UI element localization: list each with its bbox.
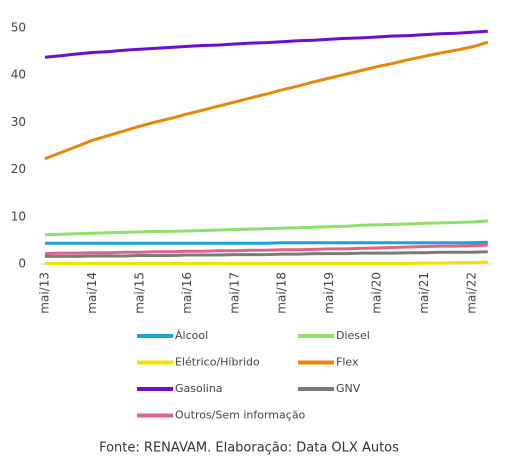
series-line <box>45 250 488 258</box>
y-tick-label: 0 <box>18 257 26 271</box>
x-tick-label: mai/13 <box>38 272 52 314</box>
y-tick-label: 30 <box>11 115 26 129</box>
series-line <box>44 29 488 59</box>
series-line <box>45 240 488 245</box>
series-line <box>44 243 488 256</box>
x-tick-label: mai/19 <box>322 272 336 314</box>
x-tick-label: mai/16 <box>180 272 194 314</box>
legend-label: Diesel <box>336 329 370 342</box>
series-line <box>44 40 489 161</box>
x-tick-label: mai/18 <box>275 272 289 314</box>
x-tick-label: mai/21 <box>417 272 431 314</box>
x-tick-label: mai/20 <box>370 272 384 314</box>
x-tick-label: mai/22 <box>465 272 479 314</box>
source: Fonte: RENAVAM. Elaboração: Data OLX Aut… <box>99 441 399 456</box>
y-tick-label: 50 <box>11 21 26 35</box>
legend-label: Outros/Sem informação <box>175 409 306 422</box>
y-tick-label: 40 <box>11 68 26 82</box>
x-tick-label: mai/17 <box>227 272 241 314</box>
series-line <box>44 219 488 237</box>
y-tick-label: 20 <box>11 162 26 176</box>
legend-label: GNV <box>336 382 361 395</box>
legend-label: Flex <box>336 356 359 369</box>
legend-label: Elétrico/Híbrido <box>175 356 260 369</box>
x-tick-label: mai/14 <box>85 272 99 314</box>
y-tick-label: 10 <box>11 209 26 223</box>
series-line <box>45 260 488 265</box>
x-tick-label: mai/15 <box>132 272 146 314</box>
legend-label: Álcool <box>175 329 208 342</box>
legend-label: Gasolina <box>175 382 223 395</box>
